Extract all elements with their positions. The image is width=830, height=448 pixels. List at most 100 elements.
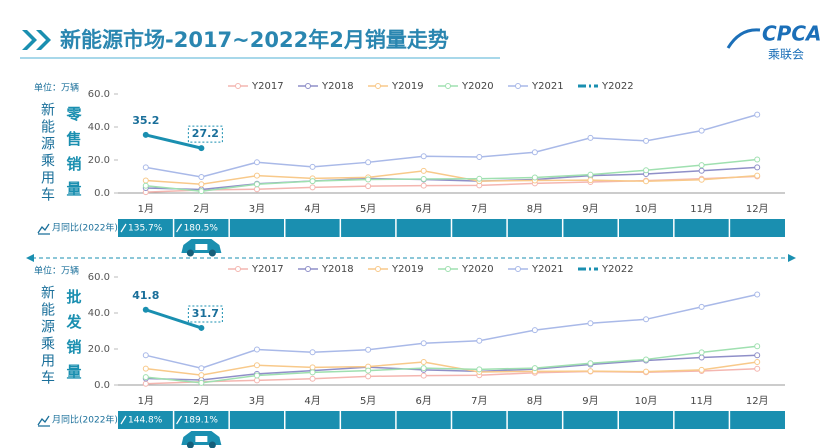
point [420, 372, 427, 379]
legend-label: Y2018 [321, 81, 354, 92]
unit-label: 单位：万辆 [34, 265, 79, 277]
point [365, 367, 372, 374]
point [587, 320, 594, 327]
point [476, 154, 483, 161]
point [643, 167, 650, 174]
value-label: 31.7 [192, 307, 219, 320]
legend-label: Y2019 [391, 264, 424, 275]
point [198, 173, 205, 180]
point [365, 176, 372, 183]
y-tick-label: 20.0 [88, 155, 110, 166]
yoy-arrow [120, 223, 127, 233]
point [587, 368, 594, 375]
legend-label: Y2017 [251, 264, 284, 275]
point [198, 324, 205, 331]
x-tick-label: 3月 [249, 395, 265, 407]
point [198, 181, 205, 188]
yoy-label: 135.7% [128, 224, 163, 234]
x-tick-label: 10月 [635, 395, 658, 407]
value-label: 35.2 [132, 114, 159, 127]
series-line [145, 308, 202, 330]
point [698, 176, 705, 183]
point [643, 356, 650, 363]
series-line [145, 113, 758, 178]
point [365, 373, 372, 380]
point [476, 175, 483, 182]
series-line [145, 361, 758, 376]
point [698, 162, 705, 169]
x-tick-label: 1月 [138, 395, 154, 407]
point [309, 375, 316, 382]
point [142, 164, 149, 171]
series-line [145, 133, 202, 150]
x-tick-label: 6月 [416, 203, 432, 215]
point [643, 137, 650, 144]
point [142, 380, 149, 387]
x-tick-label: 10月 [635, 203, 658, 215]
point [643, 316, 650, 323]
side-label: 新能源乘用车 [39, 285, 55, 387]
y-tick-label: 0.0 [94, 188, 110, 199]
title-icon [22, 30, 51, 50]
point [698, 366, 705, 373]
car-plate [195, 436, 208, 442]
x-tick-label: 7月 [471, 395, 487, 407]
series-line [145, 293, 758, 370]
x-tick-label: 4月 [304, 203, 320, 215]
point [754, 343, 761, 350]
unit-label: 单位：万辆 [34, 82, 79, 94]
x-tick-label: 1月 [138, 203, 154, 215]
point [365, 159, 372, 166]
point [253, 362, 260, 369]
yoy-arrow [176, 223, 183, 233]
series-line [145, 354, 758, 381]
y-tick-label: 0.0 [94, 380, 110, 391]
legend-label: Y2022 [601, 81, 634, 92]
series-line [145, 170, 758, 186]
point [476, 337, 483, 344]
point [531, 174, 538, 181]
point [587, 134, 594, 141]
legend-marker [305, 266, 311, 272]
y-tick-label: 60.0 [88, 272, 110, 283]
point [698, 354, 705, 361]
x-tick-label: 6月 [416, 395, 432, 407]
value-label: 41.8 [132, 289, 159, 302]
y-tick-label: 40.0 [88, 122, 110, 133]
point [420, 365, 427, 372]
point [309, 184, 316, 191]
x-tick-label: 9月 [582, 203, 598, 215]
point [698, 303, 705, 310]
value-label: 27.2 [192, 127, 219, 140]
value-label-box [187, 305, 223, 323]
point [309, 349, 316, 356]
point [420, 340, 427, 347]
x-tick-label: 2月 [193, 203, 209, 215]
yoy-label: 144.8% [128, 416, 163, 426]
x-tick-label: 11月 [690, 395, 713, 407]
point [531, 327, 538, 334]
page-title: 新能源市场-2017~2022年2月销量走势 [60, 28, 449, 52]
point [142, 177, 149, 184]
car-wheel [186, 441, 194, 448]
yoy-label: 180.5% [184, 224, 219, 234]
point [420, 175, 427, 182]
yoy-label: 189.1% [184, 416, 219, 426]
x-tick-label: 12月 [746, 395, 769, 407]
x-tick-label: 3月 [249, 203, 265, 215]
point [698, 349, 705, 356]
legend-label: Y2021 [531, 264, 564, 275]
yoy-arrow [120, 415, 127, 425]
point [754, 352, 761, 359]
legend-label: Y2017 [251, 81, 284, 92]
x-tick-label: 5月 [360, 203, 376, 215]
point [253, 172, 260, 179]
series-line [145, 158, 758, 192]
point [253, 159, 260, 166]
point [253, 346, 260, 353]
point [754, 365, 761, 372]
yoy-arrow [176, 415, 183, 425]
car-wheel [208, 249, 216, 257]
point [142, 306, 149, 313]
